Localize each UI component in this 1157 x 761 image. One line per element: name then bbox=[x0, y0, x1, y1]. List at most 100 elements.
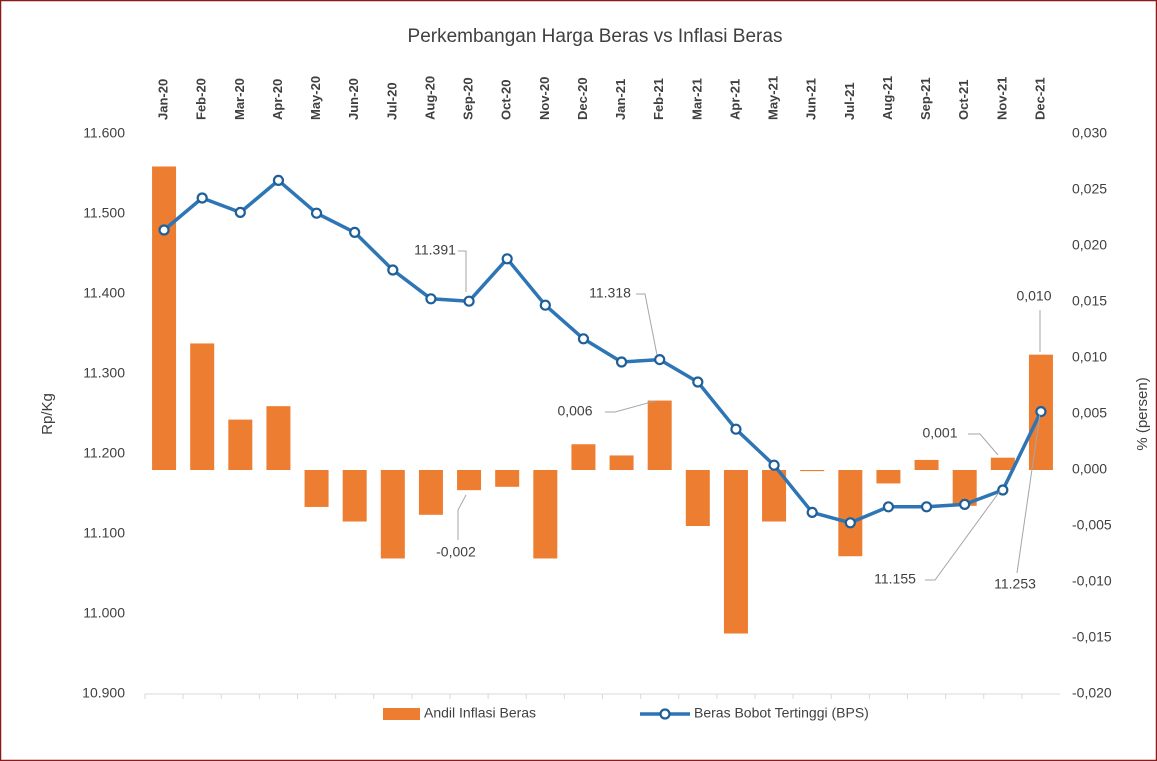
line-marker bbox=[920, 501, 933, 513]
x-tick-label: Jan-21 bbox=[613, 79, 628, 120]
x-tick-label: Sep-21 bbox=[918, 77, 933, 120]
line-marker bbox=[158, 224, 170, 236]
x-tick-label: Apr-21 bbox=[727, 79, 742, 120]
y2-tick-label: -0,005 bbox=[1072, 517, 1112, 533]
data-label: 11.318 bbox=[589, 285, 631, 301]
line-marker bbox=[730, 423, 742, 435]
bar bbox=[723, 470, 748, 634]
x-tick-label: Feb-21 bbox=[651, 78, 666, 120]
bar bbox=[418, 470, 443, 515]
bar bbox=[838, 470, 863, 557]
x-tick-label: Oct-20 bbox=[499, 80, 514, 120]
y2-tick-label: -0,015 bbox=[1072, 629, 1112, 645]
x-tick-label: Sep-20 bbox=[461, 77, 476, 120]
data-label: 11.391 bbox=[414, 242, 456, 258]
line-marker bbox=[806, 506, 818, 519]
y2-axis-title: % (persen) bbox=[1134, 377, 1151, 450]
bar bbox=[609, 455, 634, 470]
x-tick-label: Dec-20 bbox=[575, 77, 590, 120]
data-label: -0,002 bbox=[436, 544, 476, 560]
line-marker bbox=[577, 333, 590, 345]
line-marker bbox=[463, 295, 475, 307]
callout-line bbox=[1016, 413, 1041, 574]
line-marker bbox=[615, 356, 628, 368]
bar bbox=[190, 343, 215, 470]
y-tick-label: 11.600 bbox=[83, 125, 125, 141]
line-marker bbox=[310, 207, 323, 219]
callout-line bbox=[636, 293, 658, 356]
y-tick-label: 11.000 bbox=[83, 605, 125, 621]
y2-tick-label: 0,000 bbox=[1072, 461, 1107, 477]
line-marker bbox=[234, 206, 246, 218]
bar bbox=[380, 470, 405, 559]
x-tick-label: Aug-20 bbox=[422, 76, 437, 120]
y-tick-label: 11.100 bbox=[83, 525, 125, 541]
data-label: 0,006 bbox=[557, 403, 592, 419]
line-marker bbox=[425, 293, 437, 305]
callout-line bbox=[968, 433, 999, 456]
x-tick-label: Jan-20 bbox=[156, 79, 171, 120]
bar bbox=[457, 470, 482, 491]
legend-label: Andil Inflasi Beras bbox=[424, 705, 536, 721]
line-marker bbox=[654, 354, 666, 366]
data-label: 11.253 bbox=[994, 576, 1036, 592]
x-tick-label: Mar-20 bbox=[232, 78, 247, 120]
x-tick-label: Nov-21 bbox=[994, 77, 1009, 120]
line-marker bbox=[539, 299, 551, 311]
x-tick-label: Feb-20 bbox=[194, 78, 209, 120]
y2-tick-label: 0,030 bbox=[1072, 125, 1107, 141]
line-marker bbox=[959, 498, 971, 510]
bar bbox=[571, 444, 596, 470]
x-tick-label: Jun-20 bbox=[346, 78, 361, 120]
y2-tick-label: 0,005 bbox=[1072, 405, 1107, 421]
line bbox=[162, 178, 1043, 525]
x-tick-label: Jul-21 bbox=[842, 82, 857, 120]
data-label: 0,010 bbox=[1016, 288, 1051, 304]
callout-line bbox=[457, 494, 467, 540]
callout-line bbox=[605, 400, 656, 413]
bar bbox=[533, 470, 558, 559]
line-marker bbox=[844, 517, 856, 529]
x-tick-label: May-21 bbox=[766, 76, 781, 120]
line-marker bbox=[768, 459, 780, 471]
bar bbox=[990, 457, 1015, 470]
legend-label: Beras Bobot Tertinggi (BPS) bbox=[694, 705, 869, 721]
chart-title: Perkembangan Harga Beras vs Inflasi Bera… bbox=[408, 26, 783, 47]
y2-tick-label: 0,015 bbox=[1072, 293, 1107, 309]
x-tick-label: Aug-21 bbox=[880, 76, 895, 120]
y-tick-label: 11.500 bbox=[83, 205, 125, 221]
y2-tick-label: 0,010 bbox=[1072, 349, 1107, 365]
callout-line bbox=[458, 250, 467, 292]
x-tick-label: Mar-21 bbox=[689, 78, 704, 120]
bar bbox=[914, 459, 939, 470]
data-label: 11.155 bbox=[874, 571, 916, 587]
bar bbox=[876, 470, 901, 484]
callout-line bbox=[925, 490, 1001, 581]
line-marker bbox=[1035, 406, 1047, 418]
bar bbox=[266, 406, 291, 470]
line-marker bbox=[882, 501, 895, 513]
y2-tick-label: 0,025 bbox=[1072, 181, 1107, 197]
bar bbox=[647, 400, 672, 470]
bar bbox=[304, 470, 329, 507]
x-tick-label: Jul-20 bbox=[384, 82, 399, 120]
y-tick-label: 10.900 bbox=[82, 685, 125, 701]
line-marker bbox=[692, 376, 704, 388]
y-tick-label: 11.400 bbox=[83, 285, 125, 301]
x-tick-label: Dec-21 bbox=[1032, 77, 1047, 120]
bar bbox=[762, 470, 787, 522]
y2-tick-label: -0,020 bbox=[1072, 685, 1112, 701]
line-marker bbox=[196, 192, 208, 204]
y-tick-label: 11.200 bbox=[83, 445, 125, 461]
bar bbox=[152, 166, 177, 471]
legend-swatch bbox=[383, 708, 420, 720]
bar bbox=[342, 470, 367, 522]
x-tick-label: May-20 bbox=[308, 76, 323, 120]
bar bbox=[685, 470, 710, 526]
data-label: 0,001 bbox=[922, 425, 957, 441]
line-marker bbox=[272, 174, 285, 186]
y2-tick-label: -0,010 bbox=[1072, 573, 1112, 589]
x-tick-label: Apr-20 bbox=[270, 79, 285, 120]
y-axis-title: Rp/Kg bbox=[39, 393, 56, 435]
